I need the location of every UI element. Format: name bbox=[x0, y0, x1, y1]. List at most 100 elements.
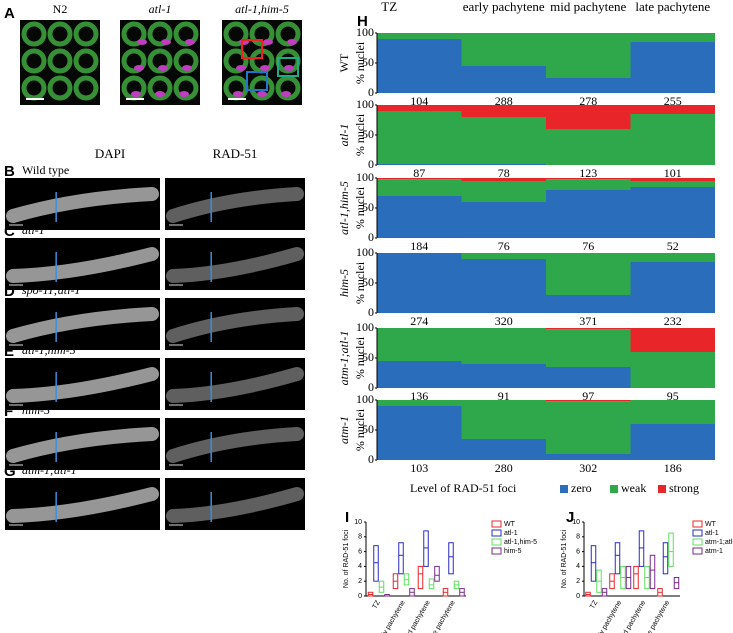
count-label: 280 bbox=[495, 461, 513, 475]
y-tick-label: 0 bbox=[368, 380, 374, 394]
bar-segment bbox=[461, 202, 546, 238]
nucleus bbox=[47, 48, 73, 74]
roi-box bbox=[246, 71, 268, 91]
genotype-label: atl-1,him-5 bbox=[22, 343, 76, 357]
genotype-label: atl-1,him-5 bbox=[337, 181, 351, 235]
legend-label: atl-1 bbox=[705, 530, 719, 537]
column-header-box: TZ bbox=[381, 0, 398, 14]
panel-letter: D bbox=[4, 283, 15, 300]
y-tick-label: 100 bbox=[356, 245, 374, 259]
y-tick-label: 8 bbox=[358, 534, 362, 541]
y-axis-title: % nuclei bbox=[353, 41, 367, 84]
count-label: 232 bbox=[664, 314, 682, 328]
bar-segment bbox=[546, 129, 631, 165]
y-tick-label: 0 bbox=[576, 593, 580, 600]
x-tick-label: late pachytene bbox=[642, 599, 671, 633]
gonad bbox=[166, 247, 304, 283]
nucleus bbox=[73, 21, 99, 47]
x-tick-label: TZ bbox=[589, 599, 600, 611]
bar-segment bbox=[461, 253, 546, 259]
bar-segment bbox=[377, 178, 462, 180]
bar-segment bbox=[546, 367, 631, 388]
gonad bbox=[166, 427, 304, 463]
nucleus bbox=[121, 48, 147, 74]
legend-swatch bbox=[491, 547, 502, 555]
count-label: 95 bbox=[667, 389, 679, 403]
rad51-focus bbox=[260, 65, 270, 71]
legend-swatch bbox=[692, 529, 703, 537]
column-header: TZ bbox=[381, 0, 398, 14]
bar-segment bbox=[377, 163, 462, 165]
legend-label: weak bbox=[621, 481, 646, 495]
genotype-label: atl-1 bbox=[22, 223, 45, 237]
image-title: N2 bbox=[53, 2, 68, 16]
bar-segment bbox=[630, 328, 715, 352]
image-title: atl-1 bbox=[149, 2, 172, 16]
y-tick-label: 50 bbox=[362, 350, 374, 364]
nucleus bbox=[147, 21, 173, 47]
gonad bbox=[166, 367, 304, 403]
nucleus bbox=[21, 21, 47, 47]
legend-swatch bbox=[491, 538, 502, 546]
y-tick-label: 50 bbox=[362, 200, 374, 214]
bar-segment bbox=[377, 179, 462, 196]
count-label: 101 bbox=[664, 166, 682, 180]
y-tick-label: 50 bbox=[362, 55, 374, 69]
rad51-focus bbox=[281, 91, 291, 97]
rad51-focus bbox=[155, 91, 165, 97]
bar-segment bbox=[546, 400, 631, 402]
roi-box bbox=[241, 39, 263, 59]
count-label: 123 bbox=[579, 166, 597, 180]
bar-segment bbox=[630, 178, 715, 181]
genotype-label: atm-1;atl-1 bbox=[337, 331, 351, 386]
y-axis-title: No. of RAD-51 foci bbox=[343, 529, 350, 588]
bar-segment bbox=[630, 42, 715, 93]
bar-segment bbox=[630, 114, 715, 165]
genotype-label: spo-11;atl-1 bbox=[22, 283, 80, 297]
x-tick-label: TZ bbox=[371, 599, 382, 611]
x-tick-label: late pachytene bbox=[428, 599, 457, 633]
legend-swatch bbox=[658, 485, 666, 493]
gonad bbox=[6, 427, 159, 463]
box bbox=[434, 565, 440, 582]
legend-swatch bbox=[610, 485, 618, 493]
rad51-focus bbox=[182, 65, 192, 71]
bar-segment bbox=[461, 33, 546, 66]
panel-letter: A bbox=[4, 5, 15, 22]
y-tick-label: 8 bbox=[576, 534, 580, 541]
legend-label: WT bbox=[705, 521, 717, 528]
genotype-label: him-5 bbox=[337, 269, 351, 297]
y-tick-label: 100 bbox=[356, 170, 374, 184]
bar-segment bbox=[546, 401, 631, 454]
y-tick-label: 0 bbox=[368, 305, 374, 319]
nucleus bbox=[121, 21, 147, 47]
gonad bbox=[166, 187, 304, 223]
bar-segment bbox=[377, 361, 462, 388]
bar-segment bbox=[546, 178, 631, 180]
y-tick-label: 6 bbox=[576, 548, 580, 555]
panel-letter: H bbox=[357, 13, 368, 30]
box bbox=[614, 542, 621, 575]
count-label: 52 bbox=[667, 239, 679, 253]
box bbox=[423, 530, 429, 567]
box bbox=[590, 545, 597, 582]
bar-segment bbox=[630, 262, 715, 313]
rad51-focus bbox=[233, 91, 243, 97]
y-axis-title: No. of RAD-51 foci bbox=[561, 529, 568, 588]
rad51-focus bbox=[284, 65, 294, 71]
bar-segment bbox=[377, 406, 462, 460]
y-tick-label: 100 bbox=[356, 320, 374, 334]
y-tick-label: 4 bbox=[576, 563, 580, 570]
bar-segment bbox=[461, 66, 546, 93]
micrograph bbox=[120, 20, 200, 105]
bar-segment bbox=[377, 196, 462, 238]
genotype-label: WT bbox=[337, 53, 351, 72]
y-tick-label: 0 bbox=[368, 230, 374, 244]
column-header: late pachytene bbox=[635, 0, 711, 14]
bar-segment bbox=[546, 190, 631, 238]
nucleus bbox=[47, 75, 73, 101]
nucleus bbox=[173, 48, 199, 74]
panel-letter: E bbox=[4, 343, 14, 360]
nucleus bbox=[223, 21, 249, 47]
